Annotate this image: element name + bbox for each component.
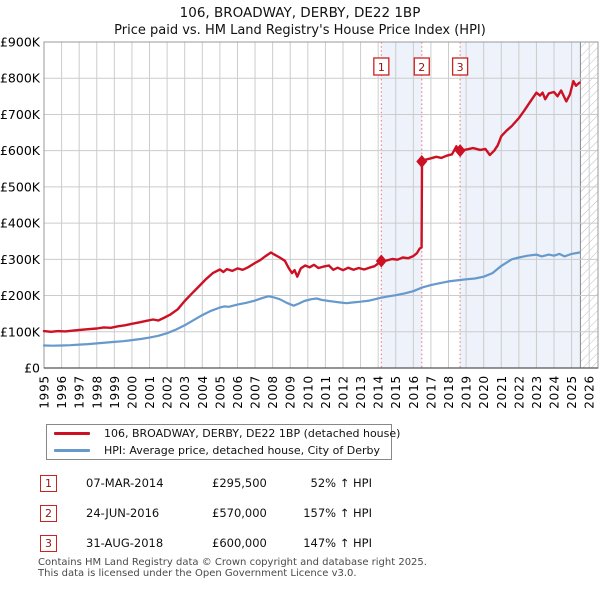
x-tick-label: 2019 — [460, 375, 474, 409]
y-tick-label: £900K — [0, 35, 41, 50]
transaction-hpi-delta: 147% ↑ HPI — [303, 536, 372, 550]
transaction-row: 3 31-AUG-2018 £600,000 147% ↑ HPI — [0, 535, 600, 553]
x-tick-label: 1999 — [108, 375, 122, 409]
transaction-date: 31-AUG-2018 — [86, 536, 164, 550]
x-tick-label: 2001 — [143, 375, 157, 409]
sale-diamond-marker — [375, 254, 387, 268]
sale-diamond-marker — [454, 144, 466, 158]
footer-line-2: This data is licensed under the Open Gov… — [38, 567, 357, 579]
x-tick-label: 1997 — [73, 375, 87, 409]
y-tick-label: £700K — [0, 107, 41, 122]
y-tick-label: £200K — [0, 288, 41, 303]
x-tick-label: 1996 — [55, 375, 69, 409]
y-tick-label: £800K — [0, 71, 41, 86]
sale-number-box — [451, 57, 469, 76]
transaction-number-badge: 1 — [40, 475, 57, 492]
x-tick-label: 2014 — [372, 375, 386, 409]
legend-swatch-hpi — [54, 449, 90, 452]
chart-title: 106, BROADWAY, DERBY, DE22 1BP — [179, 5, 421, 21]
sale-markers: 1 2 3 — [373, 57, 469, 268]
y-tick-label: £0 — [24, 361, 40, 376]
footer-line-1: Contains HM Land Registry data © Crown c… — [38, 557, 427, 568]
transaction-hpi-delta: 52% ↑ HPI — [310, 476, 372, 490]
x-tick-label: 2012 — [336, 375, 350, 409]
transaction-price: £570,000 — [212, 506, 267, 520]
x-tick-label: 1995 — [38, 375, 52, 409]
sale-number-label: 3 — [457, 61, 464, 74]
sale-diamond-marker — [416, 155, 428, 169]
legend-label-hpi: HPI: Average price, detached house, City… — [104, 444, 381, 457]
x-tick-label: 2010 — [301, 375, 315, 409]
x-tick-label: 2018 — [442, 375, 456, 409]
x-tick-label: 2025 — [565, 375, 579, 409]
legend-row-property: 106, BROADWAY, DERBY, DE22 1BP (detached… — [54, 427, 400, 441]
y-tick-label: £100K — [0, 324, 41, 339]
x-tick-label: 2006 — [231, 375, 245, 409]
x-tick-label: 2005 — [213, 375, 227, 409]
legend: 106, BROADWAY, DERBY, DE22 1BP (detached… — [46, 424, 400, 460]
x-tick-label: 2013 — [354, 375, 368, 409]
chart-title-block: 106, BROADWAY, DERBY, DE22 1BP Price pai… — [0, 4, 600, 40]
price-chart: 1 2 3 £0 £100K £200K £300K £400K £500K £600K £700K… — [0, 35, 599, 409]
x-tick-label: 2004 — [196, 375, 210, 409]
sale-number-box — [373, 57, 390, 76]
transaction-price: £295,500 — [212, 476, 267, 490]
transaction-date: 07-MAR-2014 — [86, 476, 164, 490]
x-tick-label: 2016 — [407, 375, 421, 409]
transaction-hpi-delta: 157% ↑ HPI — [303, 506, 372, 520]
legend-row-hpi: HPI: Average price, detached house, City… — [54, 444, 391, 458]
y-tick-label: £400K — [0, 216, 41, 231]
x-tick-label: 2008 — [266, 375, 280, 409]
transaction-row: 2 24-JUN-2016 £570,000 157% ↑ HPI — [0, 505, 600, 523]
x-tick-label: 2024 — [548, 375, 562, 409]
y-tick-label: £300K — [0, 252, 41, 267]
legend-swatch-property — [54, 432, 90, 435]
transaction-number-badge: 2 — [40, 505, 57, 522]
ownership-bands — [381, 42, 581, 368]
x-tick-label: 2015 — [389, 375, 403, 409]
transaction-price: £600,000 — [212, 536, 267, 550]
transaction-number-badge: 3 — [40, 535, 57, 552]
transaction-date-lines — [380, 42, 461, 368]
transaction-row: 1 07-MAR-2014 £295,500 52% ↑ HPI — [0, 475, 600, 493]
transaction-date: 24-JUN-2016 — [86, 506, 160, 520]
attribution-footer: Contains HM Land Registry data © Crown c… — [38, 557, 427, 579]
x-tick-label: 2026 — [583, 375, 597, 409]
x-tick-label: 1998 — [90, 375, 104, 409]
x-tick-label: 2007 — [249, 375, 263, 409]
series-line-hpi — [42, 251, 581, 347]
chart-subtitle: Price paid vs. HM Land Registry's House … — [114, 23, 486, 38]
sale-number-box — [413, 57, 430, 76]
plot-frame — [43, 41, 599, 369]
legend-label-property: 106, BROADWAY, DERBY, DE22 1BP (detached… — [104, 427, 401, 440]
y-tick-label: £600K — [0, 143, 41, 158]
x-tick-label: 2023 — [530, 375, 544, 409]
x-tick-label: 2017 — [424, 375, 438, 409]
y-tick-label: £500K — [0, 179, 41, 194]
x-tick-label: 2021 — [495, 375, 509, 409]
series-lines — [42, 79, 581, 347]
x-tick-label: 2022 — [512, 375, 526, 409]
x-tick-label: 2011 — [319, 375, 333, 409]
sale-number-label: 2 — [418, 61, 425, 74]
x-tick-label: 2000 — [125, 375, 139, 409]
x-tick-label: 2009 — [284, 375, 298, 409]
series-line-property — [42, 79, 581, 333]
x-tick-label: 2002 — [161, 375, 175, 409]
x-tick-label: 2020 — [477, 375, 491, 409]
y-axis-labels: £0 £100K £200K £300K £400K £500K £600K £700K £80… — [0, 35, 41, 376]
sale-number-label: 1 — [378, 61, 385, 74]
x-tick-label: 2003 — [178, 375, 192, 409]
x-axis-labels: 1995 1996 1997 1998 1999 2000 2001 2002 2003 2004… — [38, 375, 597, 409]
